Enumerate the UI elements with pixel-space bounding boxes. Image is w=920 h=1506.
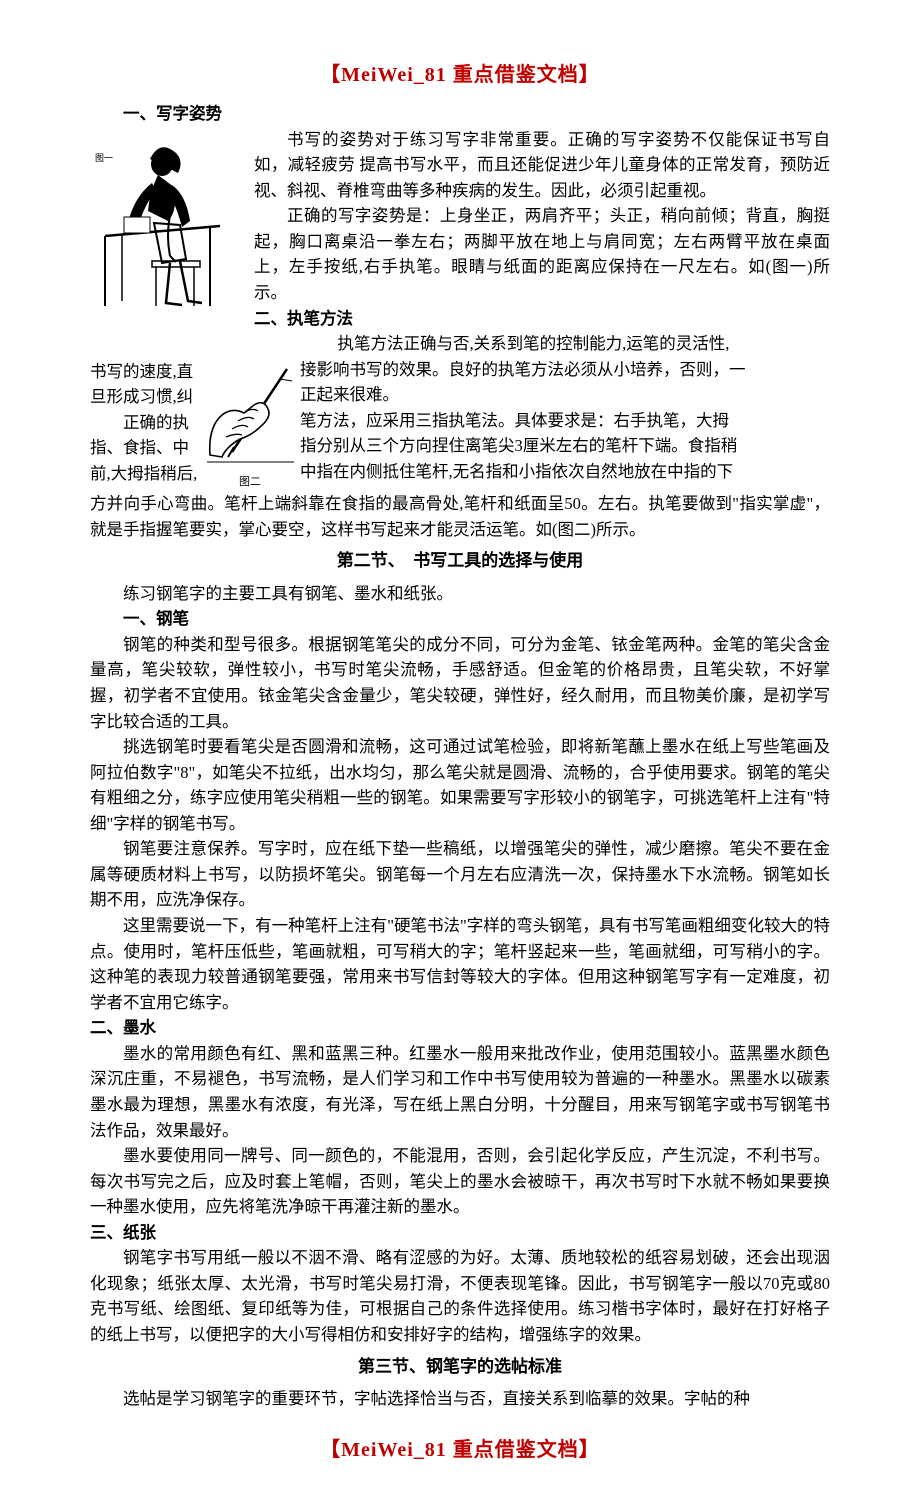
header-banner: 【MeiWei_81 重点借鉴文档】	[90, 60, 830, 91]
footer-banner: 【MeiWei_81 重点借鉴文档】	[90, 1435, 830, 1466]
posture-illustration: 图一	[90, 131, 240, 321]
grip-r1: 接影响书写的效果。良好的执笔方法必须从小培养，否则，一	[300, 357, 830, 383]
subheading-pen: 一、钢笔	[90, 606, 830, 632]
grip-r5: 中指在内侧抵住笔杆,无名指和小指依次自然地放在中指的下	[300, 459, 830, 485]
s2-p4: 钢笔要注意保养。写字时，应在纸下垫一些稿纸，以增强笔尖的弹性，减少磨擦。笔尖不要…	[90, 836, 830, 913]
grip-illustration	[202, 357, 298, 467]
subheading-ink: 二、墨水	[90, 1015, 830, 1041]
grip-right-col: 接影响书写的效果。良好的执笔方法必须从小培养，否则，一 正起来很难。 笔方法，应…	[300, 357, 830, 492]
grip-l4: 指、食指、中	[90, 435, 200, 461]
grip-l1: 书写的速度,直	[90, 359, 200, 385]
figure-2: 图二	[200, 357, 300, 492]
fig2-caption: 图二	[200, 474, 300, 491]
s2-p5: 这里需要说一下，有一种笔杆上注有"硬笔书法"字样的弯头钢笔，具有书写笔画粗细变化…	[90, 913, 830, 1015]
section-2-title: 第二节、 书写工具的选择与使用	[90, 548, 830, 574]
para-grip-g: 方并向手心弯曲。笔杆上端斜靠在食指的最高骨处,笔杆和纸面呈50。左右。执笔要做到…	[90, 491, 830, 542]
grip-l3: 正确的执	[90, 410, 200, 436]
grip-r2: 正起来很难。	[300, 382, 830, 408]
s2-p8: 钢笔字书写用纸一般以不洇不滑、略有涩感的为好。太薄、质地较松的纸容易划破，还会出…	[90, 1245, 830, 1347]
s2-p1: 练习钢笔字的主要工具有钢笔、墨水和纸张。	[90, 581, 830, 607]
grip-wrap: 书写的速度,直 旦形成习惯,纠 正确的执 指、食指、中 前,大拇指稍后, 图二 …	[90, 357, 830, 492]
s2-p7: 墨水要使用同一牌号、同一颜色的，不能混用，否则，会引起化学反应，产生沉淀，不利书…	[90, 1143, 830, 1220]
figure-1: 图一	[90, 131, 240, 329]
s2-p2: 钢笔的种类和型号很多。根据钢笔笔尖的成分不同，可分为金笔、铱金笔两种。金笔的笔尖…	[90, 632, 830, 734]
s3-p1: 选帖是学习钢笔字的重要环节，字帖选择恰当与否，直接关系到临摹的效果。字帖的种	[90, 1386, 830, 1412]
grip-left-col: 书写的速度,直 旦形成习惯,纠 正确的执 指、食指、中 前,大拇指稍后,	[90, 357, 200, 492]
section-3-title: 第三节、钢笔字的选帖标准	[90, 1354, 830, 1380]
subheading-posture: 一、写字姿势	[90, 101, 830, 127]
grip-l5: 前,大拇指稍后,	[90, 461, 200, 487]
para-grip-a: 执笔方法正确与否,关系到笔的控制能力,运笔的灵活性,	[90, 331, 830, 357]
grip-r4: 指分别从三个方向捏住离笔尖3厘米左右的笔杆下端。食指稍	[300, 433, 830, 459]
s2-p3: 挑选钢笔时要看笔尖是否圆滑和流畅，这可通过试笔检验，即将新笔蘸上墨水在纸上写些笔…	[90, 734, 830, 836]
s2-p6: 墨水的常用颜色有红、黑和蓝黑三种。红墨水一般用来批改作业，使用范围较小。蓝黑墨水…	[90, 1041, 830, 1143]
grip-l2: 旦形成习惯,纠	[90, 384, 200, 410]
document-page: 【MeiWei_81 重点借鉴文档】 一、写字姿势 图一 书写的姿势对	[0, 0, 920, 1506]
grip-r3: 笔方法，应采用三指执笔法。具体要求是：右手执笔，大拇	[300, 408, 830, 434]
fig1-caption: 图一	[95, 153, 113, 163]
subheading-paper: 三、纸张	[90, 1220, 830, 1246]
